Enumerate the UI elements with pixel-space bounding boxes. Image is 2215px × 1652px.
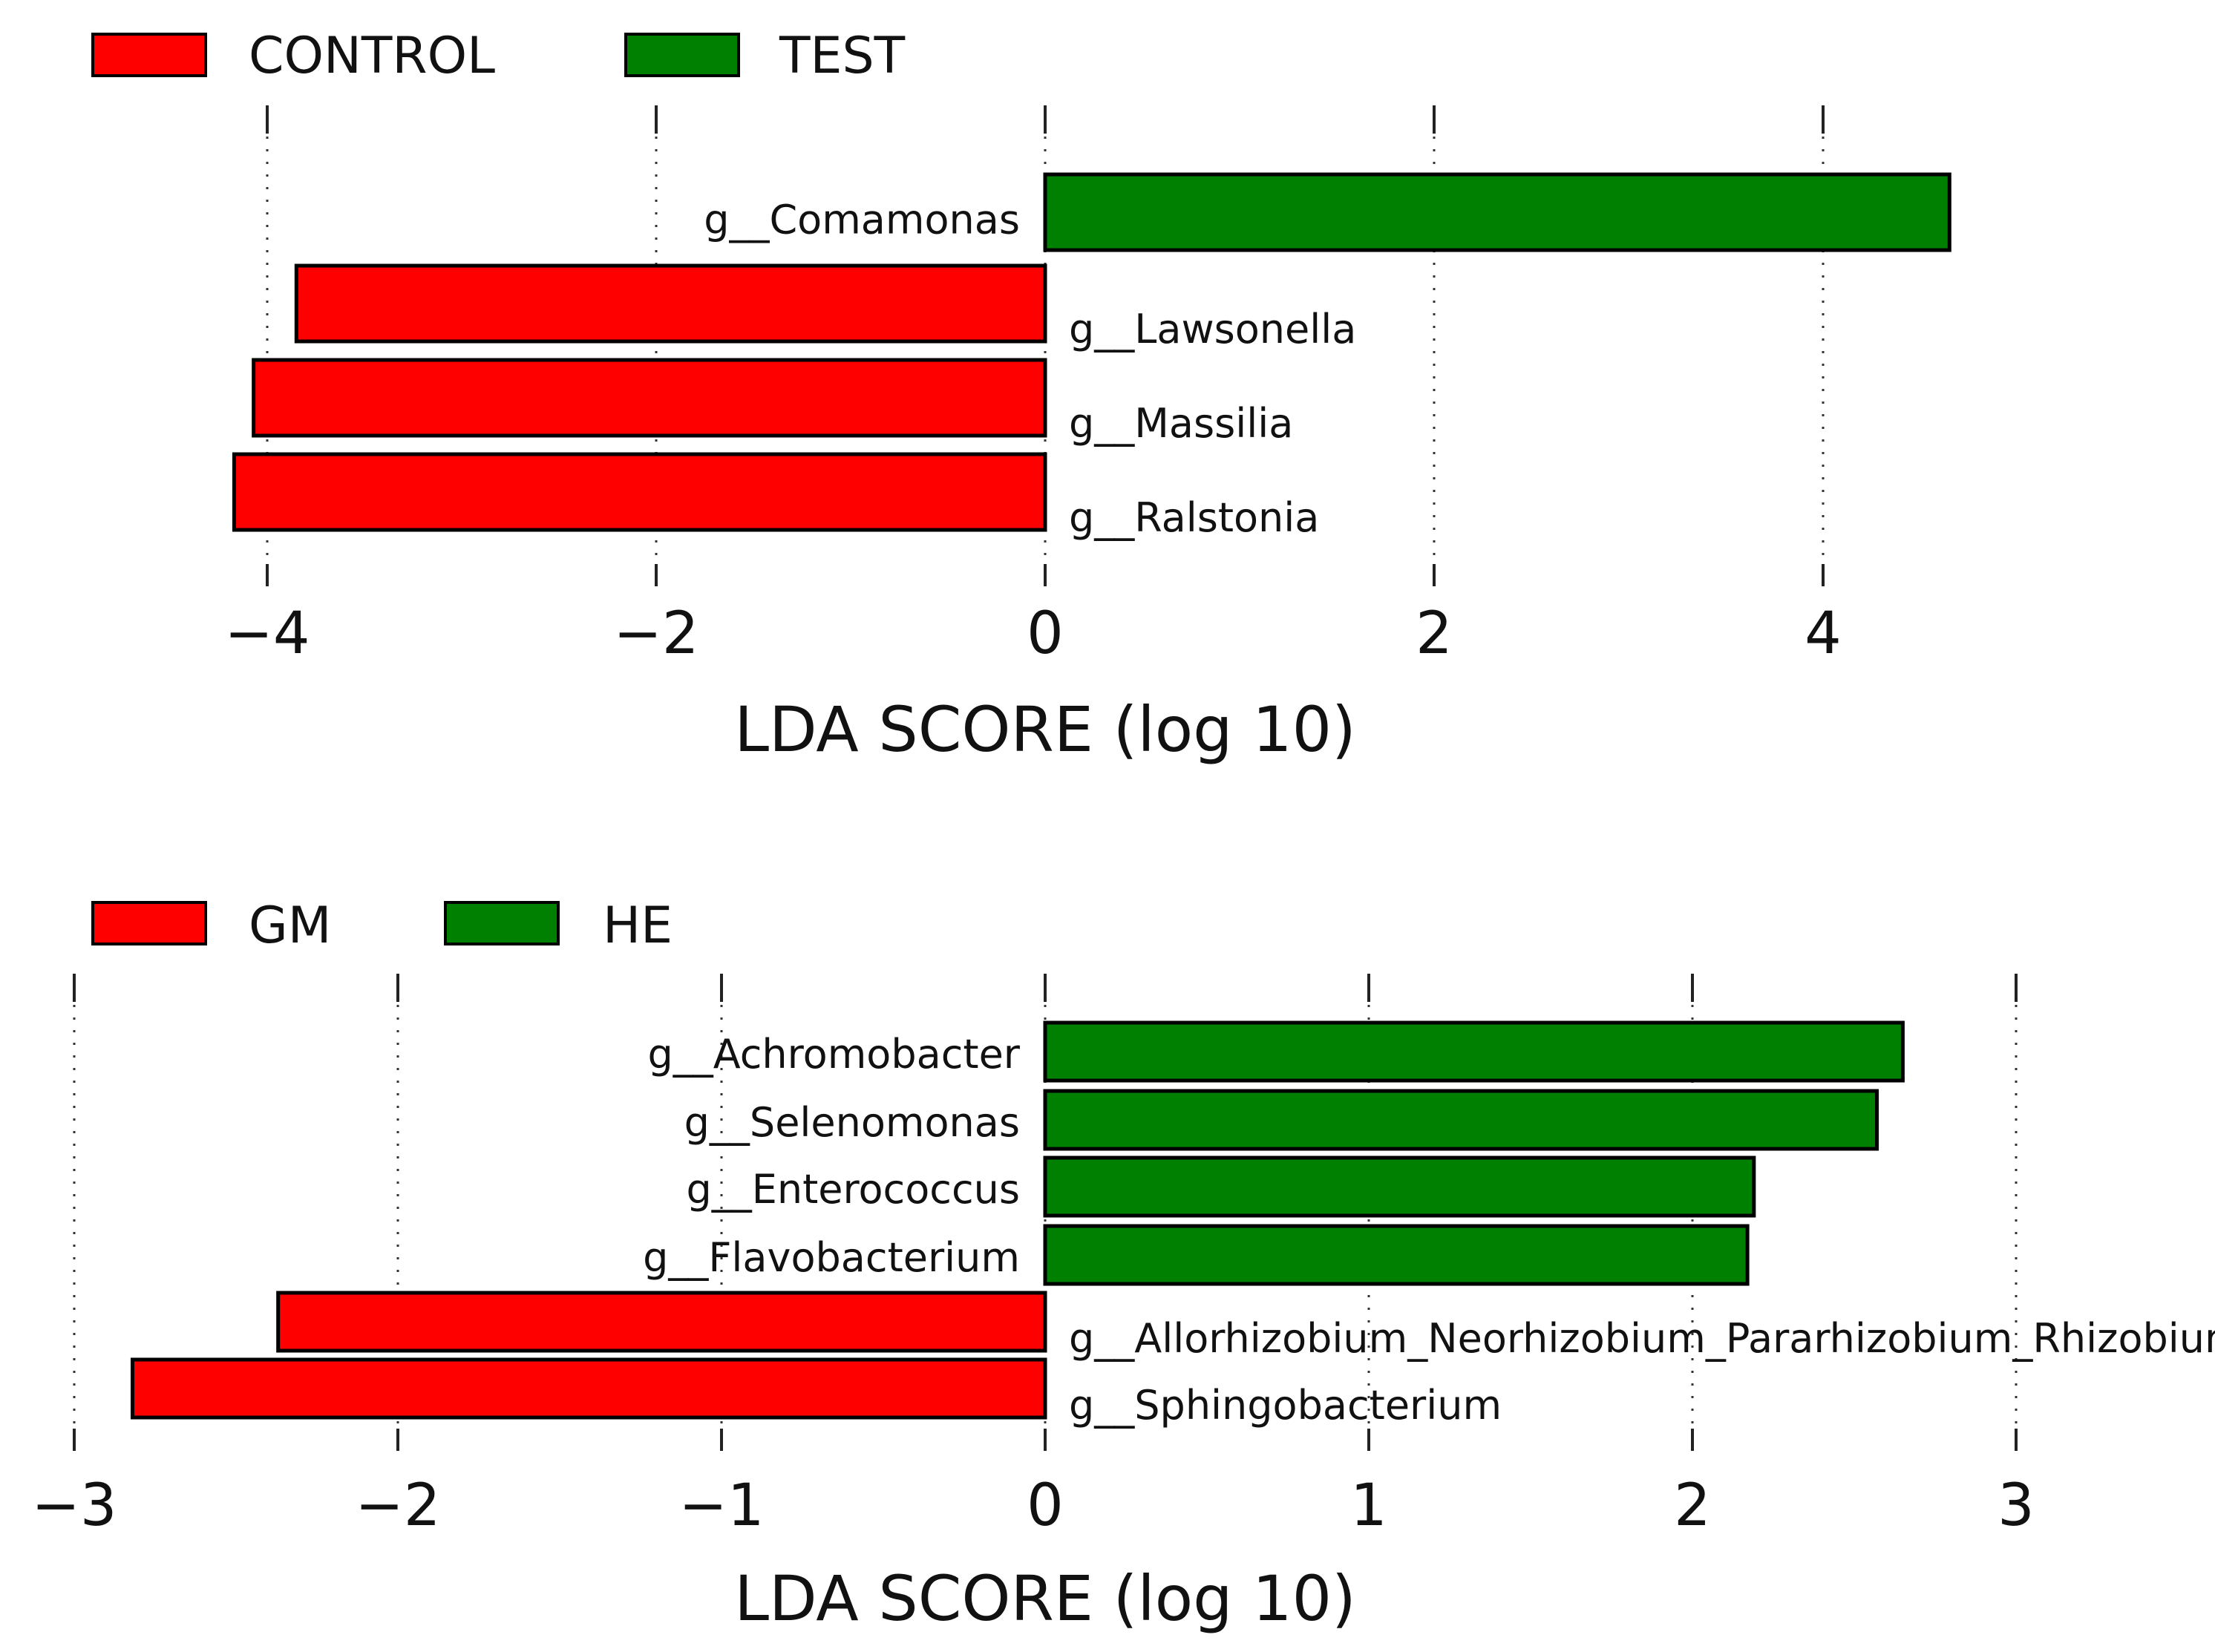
bars: [232, 172, 1951, 532]
bar: [276, 1291, 1047, 1353]
legend: GM HE: [91, 897, 673, 955]
bars: [130, 1020, 1905, 1420]
legend-swatch-he: [444, 901, 560, 945]
chart-panel-2: GM HE g__Achromobacter g__Selenomonas g__E…: [32, 897, 2215, 1635]
x-tick-label: −4: [225, 600, 310, 667]
bar-labels: g__Comamonas g__Lawsonella g__Massilia g__R…: [704, 197, 1356, 541]
x-tick-label: −2: [356, 1472, 441, 1539]
bar-label: g__Comamonas: [704, 197, 1020, 243]
bar: [1043, 1020, 1905, 1083]
x-tick-label: 2: [1674, 1472, 1711, 1539]
legend-label-test: TEST: [779, 27, 906, 85]
x-tick-label: −3: [32, 1472, 117, 1539]
grid: [266, 105, 1825, 586]
legend-swatch-test: [624, 33, 740, 77]
legend-label-control: CONTROL: [249, 27, 495, 85]
x-axis-ticks: −3 −2 −1 0 1 2 3: [32, 1472, 2035, 1539]
x-tick-label: 1: [1350, 1472, 1387, 1539]
legend-swatch-gm: [91, 901, 207, 945]
bar: [1043, 1156, 1756, 1218]
bar: [1043, 1224, 1750, 1286]
bar-label: g__Allorhizobium_Neorhizobium_Pararhizob…: [1069, 1315, 2215, 1362]
x-tick-label: 0: [1027, 600, 1064, 667]
bar-label: g__Sphingobacterium: [1069, 1382, 1502, 1429]
x-axis-label: LDA SCORE (log 10): [734, 1562, 1356, 1635]
x-tick-label: 3: [1998, 1472, 2035, 1539]
bar-label: g__Enterococcus: [686, 1166, 1020, 1213]
bar: [130, 1357, 1047, 1420]
bar-labels: g__Achromobacter g__Selenomonas g__Enteroc…: [643, 1031, 2215, 1429]
bar-label: g__Massilia: [1069, 400, 1293, 447]
bar-label: g__Ralstonia: [1069, 494, 1319, 541]
x-tick-label: 0: [1027, 1472, 1064, 1539]
legend-label-he: HE: [603, 897, 673, 955]
bar-label: g__Lawsonella: [1069, 306, 1356, 353]
x-tick-label: −1: [679, 1472, 765, 1539]
bar-label: g__Selenomonas: [684, 1099, 1020, 1146]
legend-label-gm: GM: [249, 897, 331, 955]
bar: [232, 452, 1047, 532]
bar: [1043, 1089, 1879, 1151]
bar: [1043, 172, 1951, 252]
bar-label: g__Flavobacterium: [643, 1234, 1020, 1281]
legend: CONTROL TEST: [91, 27, 906, 85]
bar-label: g__Achromobacter: [647, 1031, 1020, 1078]
legend-swatch-control: [91, 33, 207, 77]
x-tick-label: 2: [1416, 600, 1453, 667]
x-tick-label: 4: [1805, 600, 1842, 667]
x-axis-ticks: −4 −2 0 2 4: [225, 600, 1842, 667]
x-axis-label: LDA SCORE (log 10): [734, 693, 1356, 766]
bar: [252, 358, 1047, 438]
bar: [294, 263, 1047, 344]
chart-panel-1: CONTROL TEST g__Comamonasg__Lawsonellag_…: [91, 27, 1951, 766]
x-tick-label: −2: [614, 600, 699, 667]
